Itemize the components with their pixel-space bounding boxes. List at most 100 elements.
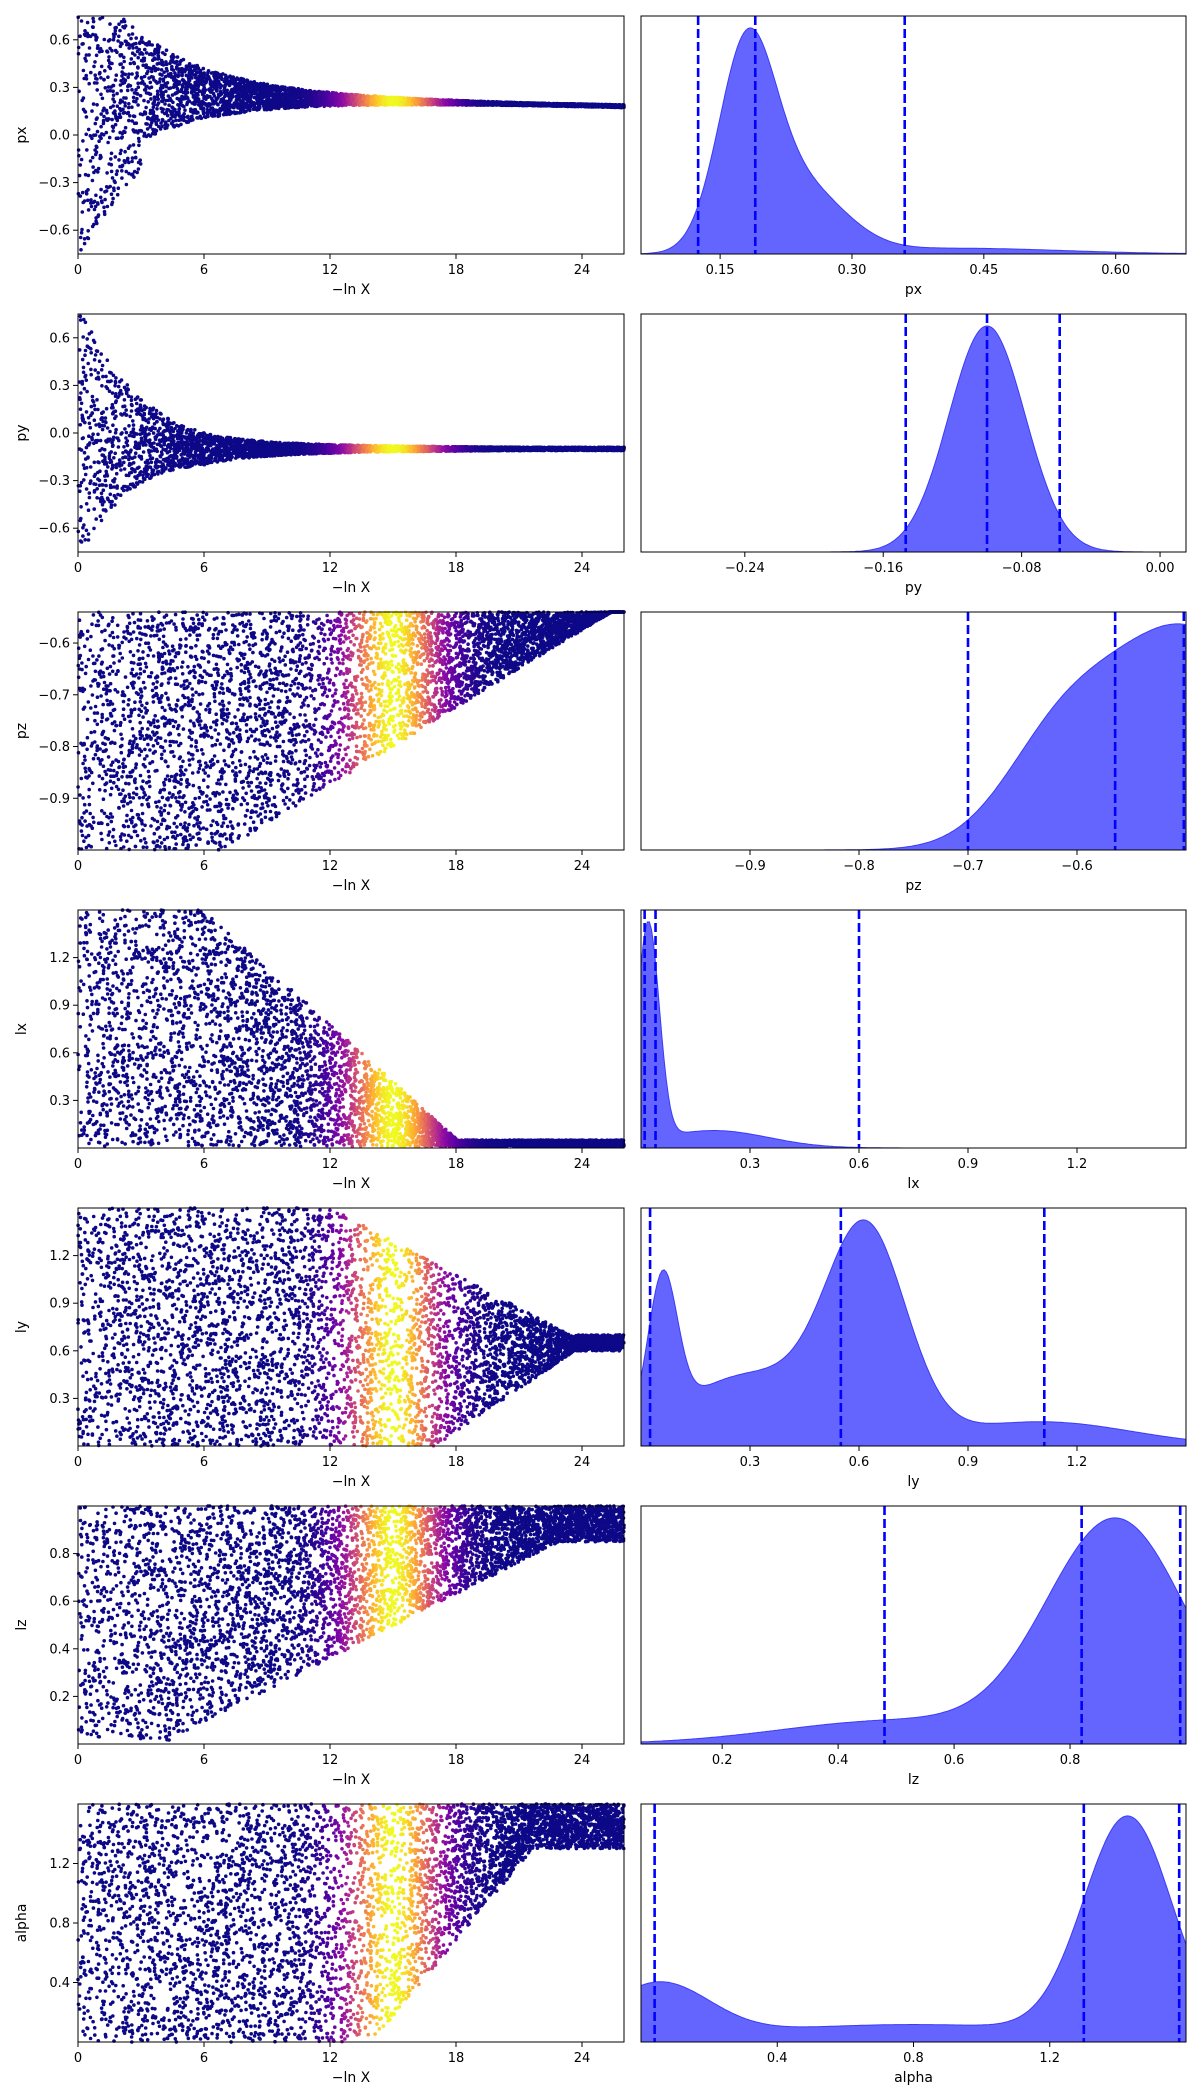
trace-px-point (160, 124, 164, 129)
trace-px-point (115, 91, 119, 96)
trace-px-point (171, 58, 175, 63)
trace-px-point (226, 80, 231, 85)
trace-px-point (163, 123, 167, 127)
trace-px-point (164, 89, 168, 94)
trace-px-point (152, 95, 157, 99)
trace-px-point (161, 51, 165, 55)
trace-px-point (142, 82, 147, 86)
trace-px-point (239, 90, 243, 94)
trace-px-point (85, 236, 90, 240)
trace-px-point (114, 73, 119, 77)
trace-px-point (121, 111, 126, 115)
trace-px-point (256, 104, 261, 109)
trace-px-point (179, 122, 183, 127)
trace-px-point (136, 136, 141, 141)
trace-px-point (155, 103, 160, 107)
trace-px-point (131, 143, 136, 147)
trace-px-point (186, 114, 190, 119)
trace-px-point (111, 83, 115, 88)
trace-px-point (248, 88, 252, 93)
trace-px-point (90, 178, 95, 183)
trace-px-point (94, 76, 98, 81)
trace-px-point (156, 67, 160, 71)
trace-px-point (154, 128, 159, 133)
trace-px-point (153, 57, 158, 61)
trace-px-point (130, 156, 135, 160)
trace-px-point (266, 96, 271, 101)
trace-px-point (102, 212, 107, 217)
trace-px-point (272, 87, 276, 92)
trace-px-point (275, 94, 279, 98)
trace-px-point (231, 75, 235, 79)
trace-px-point (123, 125, 128, 130)
trace-px-point (118, 83, 123, 87)
trace-px-point (193, 80, 197, 85)
trace-px-point (202, 114, 207, 119)
trace-px-point (76, 148, 81, 152)
trace-px-point (84, 59, 88, 63)
trace-px-point (87, 81, 91, 86)
trace-px-point (271, 100, 275, 105)
trace-px-point (98, 134, 102, 139)
trace-px-point (120, 169, 124, 173)
trace-px-point (273, 105, 278, 110)
trace-px-point (129, 36, 133, 41)
trace-px-point (113, 78, 118, 82)
trace-px-point (196, 82, 201, 86)
trace-px-point (136, 81, 140, 86)
trace-px-point (144, 134, 149, 139)
trace-px-point (135, 71, 139, 75)
trace-px-point (177, 114, 182, 118)
trace-px-point (177, 98, 182, 102)
trace-px-point (142, 58, 146, 63)
trace-px-point (353, 93, 357, 98)
trace-px-point (119, 89, 123, 93)
trace-px-point (86, 208, 91, 212)
trace-px-point (95, 103, 99, 107)
trace-px-point (99, 92, 103, 97)
trace-px-point (130, 72, 134, 76)
trace-px-point (91, 19, 96, 24)
trace-px-point (112, 100, 117, 104)
trace-px-point (245, 85, 249, 89)
trace-px-point (294, 89, 298, 93)
trace-px-point (86, 173, 91, 178)
trace-px-point (81, 96, 86, 100)
trace-px-point (115, 192, 120, 197)
trace-px-point (104, 108, 109, 113)
trace-px-point (233, 86, 237, 90)
trace-px-point (158, 77, 162, 81)
trace-px-point (118, 62, 122, 67)
trace-px-point (93, 73, 97, 77)
trace-px-point (286, 94, 291, 99)
trace-px-point (88, 134, 93, 138)
trace-px-point (176, 74, 180, 79)
trace-px-point (403, 96, 407, 101)
trace-px-point (97, 139, 101, 143)
trace-px-point (178, 62, 182, 66)
trace-px-point (89, 204, 94, 209)
trace-px-point (105, 171, 109, 175)
trace-px-point (95, 116, 99, 120)
trace-px-point (138, 162, 143, 166)
trace-px-point (78, 235, 83, 240)
trace-px-point (126, 105, 131, 110)
trace-px-point (142, 98, 146, 103)
trace-px-point (177, 106, 182, 111)
trace-px-point (109, 151, 114, 156)
trace-px-point (99, 124, 103, 129)
trace-px-point (132, 61, 137, 66)
trace-px-point (81, 139, 85, 143)
trace-px-point (102, 37, 107, 42)
trace-px-point (195, 116, 199, 120)
trace-px-point (84, 53, 89, 57)
trace-px-point (99, 187, 103, 192)
trace-px-point (244, 109, 248, 113)
trace-px-point (235, 94, 239, 99)
trace-px-point (148, 108, 153, 113)
trace-px-point (242, 105, 247, 109)
trace-px-point (360, 102, 365, 107)
trace-px-point (117, 22, 121, 27)
trace-px-point (214, 108, 219, 113)
trace-px-point (117, 112, 122, 116)
